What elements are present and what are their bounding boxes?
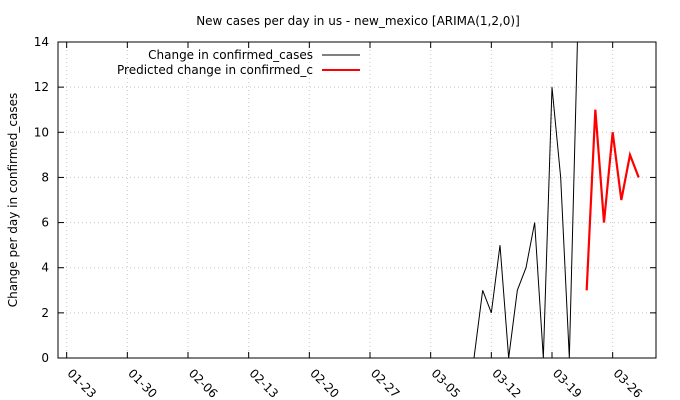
x-tick-label: 02-20 [307, 366, 342, 400]
grid [58, 42, 656, 358]
x-tick-label: 03-19 [550, 366, 585, 400]
legend-label-1: Predicted change in confirmed_c [117, 63, 313, 77]
x-tick-label: 03-26 [611, 366, 646, 400]
series-line-0 [58, 42, 578, 358]
y-tick-label: 4 [41, 261, 49, 275]
y-tick-label: 2 [41, 306, 49, 320]
series-line-1 [585, 109, 640, 291]
y-tick-label: 10 [34, 125, 49, 139]
y-tick-label: 6 [41, 216, 49, 230]
x-tick-label: 03-12 [489, 366, 524, 400]
y-tick-label: 8 [41, 170, 49, 184]
x-tick-label: 02-13 [247, 366, 282, 400]
x-tick-label: 02-06 [186, 366, 221, 400]
legend: Change in confirmed_cases Predicted chan… [117, 48, 360, 77]
legend-label-0: Change in confirmed_cases [148, 48, 313, 62]
x-tick-label: 03-05 [429, 366, 464, 400]
y-tick-label: 14 [34, 35, 49, 49]
x-tick-label: 01-30 [125, 366, 160, 400]
x-tick-label: 01-23 [65, 366, 100, 400]
y-tick-label: 0 [41, 351, 49, 365]
y-axis-label: Change per day in confirmed_cases [6, 93, 20, 308]
plot-frame [57, 41, 657, 359]
y-tick-label: 12 [34, 80, 49, 94]
plot-series [58, 42, 640, 358]
chart-title: New cases per day in us - new_mexico [AR… [196, 14, 520, 28]
x-tick-label: 02-27 [368, 366, 403, 400]
